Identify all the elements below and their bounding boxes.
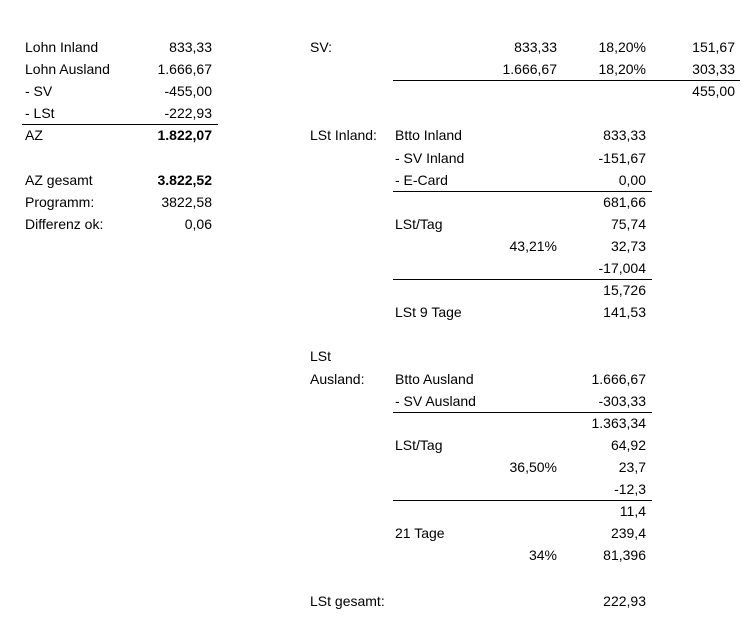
cell-lst-inland-section-label[interactable]: LSt Inland: [310, 127, 377, 143]
cell-lst-tag-inland-label[interactable]: LSt/Tag [395, 216, 443, 232]
cell-programm-label[interactable]: Programm: [25, 194, 95, 210]
cell-differenz-value[interactable]: 0,06 [184, 216, 212, 232]
cell-lohn-inland-value[interactable]: 833,33 [169, 39, 212, 55]
sum-line-ausland-2 [393, 500, 652, 501]
cell-sv-base-1[interactable]: 833,33 [514, 39, 557, 55]
cell-sv-ausland-label[interactable]: - SV Ausland [395, 393, 476, 409]
cell-inland-deduction[interactable]: -17,004 [598, 260, 646, 276]
cell-btto-ausland-label[interactable]: Btto Ausland [395, 371, 474, 387]
cell-lst-tag-ausland-value[interactable]: 64,92 [610, 437, 646, 453]
cell-lohn-ausland-value[interactable]: 1.666,67 [157, 61, 213, 77]
cell-lst-label[interactable]: - LSt [25, 105, 55, 121]
cell-az-gesamt-label[interactable]: AZ gesamt [25, 172, 93, 188]
cell-21-tage-label[interactable]: 21 Tage [395, 525, 445, 541]
cell-ausland-subtotal[interactable]: 1.363,34 [591, 415, 647, 431]
sum-line-az [22, 124, 218, 125]
cell-lst-gesamt-value[interactable]: 222,93 [603, 593, 646, 609]
cell-ecard-label[interactable]: - E-Card [395, 172, 448, 188]
cell-ausland-deduction[interactable]: -12,3 [614, 481, 646, 497]
cell-sv-inland-label[interactable]: - SV Inland [395, 150, 465, 166]
sum-line-inland-2 [393, 279, 652, 280]
cell-inland-percent[interactable]: 43,21% [509, 238, 557, 254]
cell-sv-amount-2[interactable]: 303,33 [692, 61, 735, 77]
cell-sv-rate-1[interactable]: 18,20% [598, 39, 646, 55]
cell-34-percent[interactable]: 34% [528, 547, 557, 563]
cell-inland-percent-value[interactable]: 32,73 [610, 238, 646, 254]
cell-btto-inland-label[interactable]: Btto Inland [395, 127, 462, 143]
cell-lst-ausland-section-label-line1[interactable]: LSt [310, 348, 332, 364]
sum-line-inland-1 [393, 191, 652, 192]
cell-inland-subtotal[interactable]: 681,66 [603, 194, 646, 210]
cell-lst-tag-inland-value[interactable]: 75,74 [610, 216, 646, 232]
cell-sv-total[interactable]: 455,00 [692, 83, 735, 99]
cell-sv-value[interactable]: -455,00 [164, 83, 212, 99]
cell-sv-rate-2[interactable]: 18,20% [598, 61, 646, 77]
cell-btto-ausland-value[interactable]: 1.666,67 [591, 371, 647, 387]
cell-ausland-percent-value[interactable]: 23,7 [618, 459, 646, 475]
cell-sv-amount-1[interactable]: 151,67 [692, 39, 735, 55]
cell-differenz-label[interactable]: Differenz ok: [25, 216, 104, 232]
cell-lst-tag-ausland-label[interactable]: LSt/Tag [395, 437, 443, 453]
cell-sv-inland-value[interactable]: -151,67 [598, 150, 646, 166]
sum-line-sv [393, 80, 740, 81]
cell-ausland-result[interactable]: 11,4 [619, 503, 646, 519]
cell-az-label[interactable]: AZ [25, 127, 43, 143]
cell-sv-ausland-value[interactable]: -303,33 [598, 393, 646, 409]
cell-lst-ausland-section-label-line2[interactable]: Ausland: [310, 371, 365, 387]
cell-lst-9-tage-label[interactable]: LSt 9 Tage [395, 304, 462, 320]
cell-21-tage-value[interactable]: 239,4 [610, 525, 646, 541]
cell-lohn-inland-label[interactable]: Lohn Inland [25, 39, 99, 55]
cell-lst-value[interactable]: -222,93 [164, 105, 212, 121]
cell-34-percent-value[interactable]: 81,396 [603, 547, 646, 563]
cell-sv-base-2[interactable]: 1.666,67 [502, 61, 558, 77]
cell-lst-gesamt-label[interactable]: LSt gesamt: [310, 593, 385, 609]
cell-sv-label[interactable]: - SV [25, 83, 53, 99]
cell-lohn-ausland-label[interactable]: Lohn Ausland [25, 61, 110, 77]
cell-lst-9-tage-value[interactable]: 141,53 [603, 304, 646, 320]
cell-inland-result[interactable]: 15,726 [603, 282, 646, 298]
cell-ausland-percent[interactable]: 36,50% [509, 459, 557, 475]
cell-az-value[interactable]: 1.822,07 [157, 127, 213, 143]
cell-programm-value[interactable]: 3822,58 [161, 194, 212, 210]
cell-btto-inland-value[interactable]: 833,33 [603, 127, 646, 143]
cell-sv-section-label[interactable]: SV: [310, 39, 333, 55]
cell-ecard-value[interactable]: 0,00 [618, 172, 646, 188]
sum-line-ausland-1 [393, 412, 652, 413]
cell-az-gesamt-value[interactable]: 3.822,52 [157, 172, 213, 188]
